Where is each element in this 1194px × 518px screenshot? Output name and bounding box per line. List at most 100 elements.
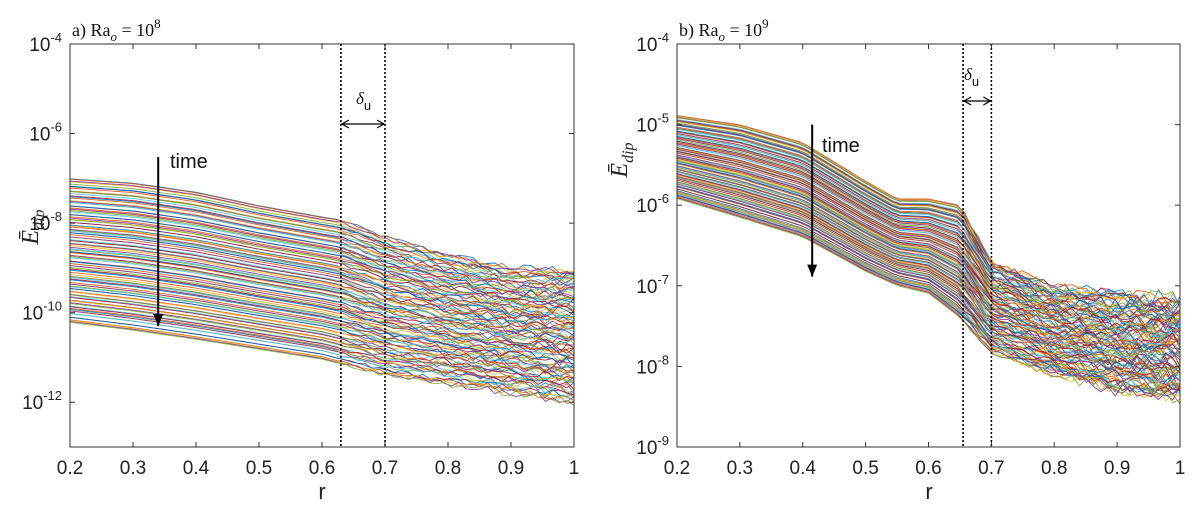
series-line bbox=[69, 181, 575, 276]
series-line bbox=[69, 310, 575, 398]
series-line bbox=[676, 181, 1181, 383]
panel-a-lines bbox=[69, 178, 575, 406]
panel-a-x-axis-label: r bbox=[318, 479, 325, 504]
series-line bbox=[676, 139, 1181, 337]
time-arrow-head bbox=[807, 264, 818, 277]
x-tick-label: 0.7 bbox=[372, 458, 398, 479]
series-line bbox=[69, 219, 575, 313]
series-line bbox=[676, 124, 1181, 316]
series-line bbox=[676, 124, 1181, 320]
series-line bbox=[69, 319, 575, 405]
series-line bbox=[69, 178, 575, 275]
panel-a-delta-label: δu bbox=[356, 89, 371, 113]
series-line bbox=[69, 279, 575, 368]
x-tick-label: 0.2 bbox=[664, 458, 690, 479]
panel-a-y-ticks: 10-4 10-6 10-8 10-10 10-12 bbox=[22, 30, 574, 414]
series-line bbox=[69, 205, 575, 301]
series-line bbox=[676, 171, 1181, 374]
series-line bbox=[676, 198, 1181, 404]
series-line bbox=[69, 320, 575, 403]
series-line bbox=[676, 146, 1181, 340]
x-tick-label: 0.5 bbox=[246, 458, 272, 479]
series-line bbox=[676, 175, 1181, 378]
series-line bbox=[69, 294, 575, 380]
series-line bbox=[676, 163, 1181, 361]
panel-b-delta-lines bbox=[962, 44, 993, 447]
panel-b-time-label: time bbox=[822, 135, 860, 157]
series-line bbox=[676, 115, 1181, 304]
series-line bbox=[676, 143, 1181, 339]
y-tick-label: 10-4 bbox=[636, 30, 669, 56]
x-tick-label: 0.7 bbox=[978, 458, 1004, 479]
panel-a: 0.2 0.3 0.4 0.5 0.6 0.7 0.8 0.9 1 10-410-610-810… bbox=[18, 16, 579, 504]
series-line bbox=[69, 321, 575, 406]
series-line bbox=[69, 201, 575, 294]
delta-arrow-head-right bbox=[983, 96, 992, 106]
series-line bbox=[69, 200, 575, 294]
panel-a-y-axis-label: Ēdip bbox=[18, 209, 48, 245]
series-line bbox=[676, 178, 1181, 382]
series-line bbox=[676, 126, 1181, 318]
x-tick-label: 1 bbox=[1175, 458, 1186, 479]
series-line bbox=[676, 128, 1181, 322]
series-line bbox=[676, 133, 1181, 326]
series-line bbox=[676, 169, 1181, 372]
series-line bbox=[676, 175, 1181, 374]
y-tick-label: 10-7 bbox=[636, 272, 669, 298]
delta-arrow-head-left bbox=[962, 96, 972, 106]
panel-a-delta-lines bbox=[340, 44, 386, 447]
series-line bbox=[69, 185, 575, 282]
panel-b-x-axis-label: r bbox=[925, 479, 932, 504]
series-line bbox=[676, 155, 1181, 355]
series-line bbox=[676, 171, 1181, 371]
series-line bbox=[69, 210, 575, 302]
series-line bbox=[69, 178, 575, 276]
panel-a-x-ticks: 0.2 0.3 0.4 0.5 0.6 0.7 0.8 0.9 1 bbox=[57, 44, 580, 479]
series-line bbox=[69, 286, 575, 371]
series-line bbox=[676, 165, 1181, 368]
y-tick-label: 10-8 bbox=[29, 209, 62, 235]
time-arrow-head bbox=[153, 314, 164, 327]
series-line bbox=[676, 150, 1181, 346]
series-line bbox=[69, 207, 575, 302]
x-tick-label: 0.3 bbox=[727, 458, 753, 479]
series-line bbox=[676, 166, 1181, 369]
series-line bbox=[69, 267, 575, 357]
x-tick-label: 1 bbox=[569, 458, 580, 479]
series-line bbox=[676, 140, 1181, 331]
series-line bbox=[69, 249, 574, 339]
series-line bbox=[69, 214, 575, 305]
series-line bbox=[69, 211, 575, 304]
panel-b: 0.2 0.3 0.4 0.5 0.6 0.7 0.8 0.9 1 10-410-510-610… bbox=[607, 16, 1185, 504]
series-line bbox=[676, 121, 1181, 316]
x-tick-label: 0.8 bbox=[1041, 458, 1067, 479]
y-tick-label: 10-4 bbox=[29, 30, 62, 56]
series-line bbox=[69, 316, 575, 401]
series-line bbox=[676, 142, 1181, 339]
panel-b-lines bbox=[676, 115, 1181, 405]
y-tick-label: 10-6 bbox=[29, 120, 62, 146]
series-line bbox=[69, 285, 575, 373]
x-tick-label: 0.3 bbox=[120, 458, 146, 479]
series-line bbox=[69, 193, 575, 289]
series-line bbox=[676, 182, 1181, 386]
delta-arrow-head-right bbox=[376, 119, 386, 129]
series-line bbox=[69, 217, 575, 309]
y-tick-label: 10-9 bbox=[636, 433, 669, 459]
series-line bbox=[676, 136, 1181, 330]
series-line bbox=[69, 271, 575, 357]
panel-a-delta-arrow bbox=[340, 119, 386, 129]
series-line bbox=[69, 313, 575, 397]
series-line bbox=[69, 261, 575, 349]
series-line bbox=[69, 232, 575, 322]
series-line bbox=[676, 195, 1181, 397]
series-line bbox=[69, 226, 575, 320]
x-tick-label: 0.5 bbox=[852, 458, 878, 479]
series-line bbox=[69, 243, 575, 333]
series-line bbox=[69, 236, 575, 327]
series-line bbox=[69, 240, 575, 332]
x-tick-label: 0.4 bbox=[790, 458, 817, 479]
series-line bbox=[69, 296, 575, 382]
series-line bbox=[676, 148, 1181, 344]
x-tick-label: 0.6 bbox=[309, 458, 335, 479]
